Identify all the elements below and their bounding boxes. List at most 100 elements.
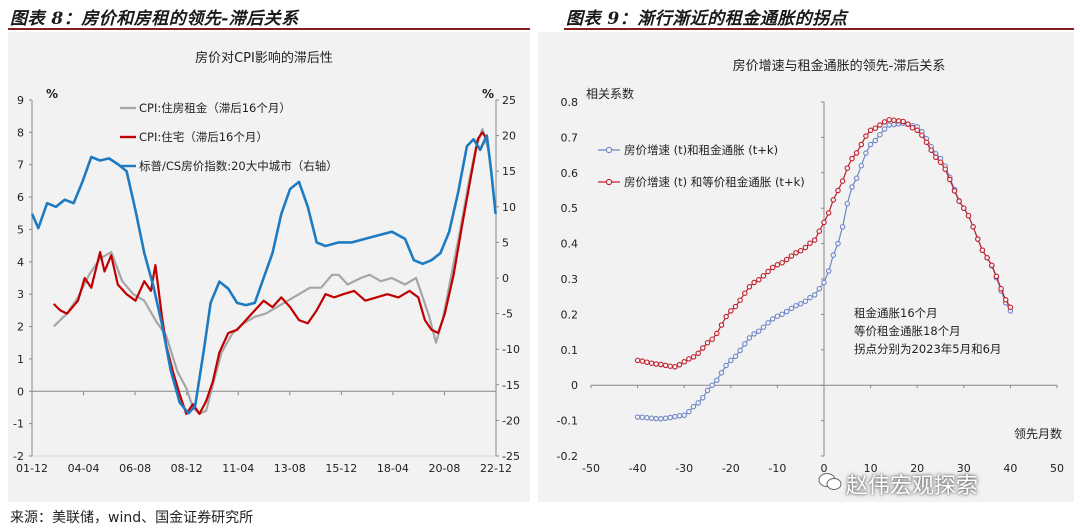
series-2-point bbox=[788, 253, 795, 259]
series-2-point bbox=[923, 139, 930, 146]
x-tick-label: 20-08 bbox=[428, 462, 460, 475]
series-2-point bbox=[751, 279, 757, 286]
series-2-point bbox=[970, 224, 976, 230]
annotation-line-2: 等价租金通胀18个月 bbox=[854, 324, 961, 338]
x-tick-label: -20 bbox=[722, 462, 740, 475]
series-2-point bbox=[825, 210, 832, 216]
x-tick-label: 0 bbox=[821, 462, 828, 475]
series-2-point bbox=[989, 262, 995, 269]
legend-label-2: 房价增速 (t) 和等价租金通胀 (t+k) bbox=[624, 175, 805, 189]
series-2-point bbox=[718, 322, 725, 328]
watermark-text: 赵伟宏观探索 bbox=[846, 474, 979, 499]
series-1-point bbox=[695, 400, 701, 406]
series-2-point bbox=[639, 358, 646, 364]
series-1-point bbox=[793, 302, 799, 309]
series-2-point bbox=[900, 118, 906, 125]
series-1-point bbox=[891, 121, 897, 128]
x-tick-label: 13-08 bbox=[274, 462, 306, 475]
x-axis-label: 领先月数 bbox=[1014, 426, 1062, 441]
series-2-point bbox=[951, 188, 958, 194]
source-note: 来源：美联储，wind、国金证券研究所 bbox=[10, 510, 254, 526]
series-2-point bbox=[662, 362, 669, 369]
series-1-point bbox=[653, 415, 659, 422]
x-tick-label: 04-04 bbox=[68, 462, 100, 475]
series-2-point bbox=[765, 268, 771, 275]
x-tick-label: 06-08 bbox=[119, 462, 151, 475]
series-2-point bbox=[881, 119, 888, 125]
left-tick-label: 8 bbox=[17, 126, 24, 139]
series-2-point bbox=[937, 159, 944, 165]
x-tick-label: 01-12 bbox=[16, 462, 48, 475]
right-tick-label: 5 bbox=[502, 236, 509, 249]
series-2-point bbox=[844, 165, 851, 171]
series-1-point bbox=[644, 414, 650, 421]
series-2-point bbox=[914, 127, 920, 134]
series-2-point bbox=[793, 250, 799, 256]
series-2-point bbox=[634, 357, 641, 364]
y-tick-label: 0.6 bbox=[561, 167, 579, 180]
x-tick-label: -50 bbox=[582, 462, 600, 475]
series-1-point bbox=[774, 313, 781, 319]
chart-title: 房价对CPI影响的滞后性 bbox=[195, 50, 333, 66]
series-1-point bbox=[858, 162, 865, 169]
wechat-icon bbox=[818, 473, 842, 490]
left-tick-label: 1 bbox=[17, 353, 24, 366]
series-1-point bbox=[676, 413, 683, 419]
legend-label-1: CPI:住房租金（滞后16个月） bbox=[139, 101, 291, 115]
annotation-line-3: 拐点分别为2023年5月和6月 bbox=[854, 342, 1001, 356]
series-1-point bbox=[779, 311, 785, 318]
right-tick-label: 20 bbox=[502, 130, 516, 143]
series-2-point bbox=[1002, 297, 1009, 303]
series-1-point bbox=[746, 335, 753, 341]
series-1-point bbox=[728, 357, 734, 364]
series-line-2 bbox=[52, 131, 488, 415]
series-1-point bbox=[872, 137, 879, 144]
right-tick-label: -10 bbox=[502, 343, 520, 356]
series-2-point bbox=[975, 236, 981, 242]
series-2-point bbox=[695, 350, 701, 357]
series-1-point bbox=[830, 252, 837, 258]
series-2-point bbox=[653, 361, 659, 367]
series-2-point bbox=[783, 256, 790, 263]
y-tick-label: 0.1 bbox=[561, 344, 579, 357]
x-tick-label: 18-04 bbox=[377, 462, 409, 475]
series-1-point bbox=[714, 377, 720, 383]
y-tick-label: 0.8 bbox=[561, 96, 579, 109]
x-tick-label: -10 bbox=[768, 462, 786, 475]
series-1-point bbox=[807, 294, 813, 301]
series-2-point bbox=[797, 247, 804, 254]
left-tick-label: 0 bbox=[17, 385, 24, 398]
x-tick-label: 11-04 bbox=[222, 462, 254, 475]
legend-label-2: CPI:住宅（滞后16个月） bbox=[139, 130, 268, 144]
series-2-point bbox=[779, 259, 785, 266]
series-2-point bbox=[891, 117, 897, 123]
series-1-point bbox=[662, 415, 669, 422]
right-tick-label: 10 bbox=[502, 201, 516, 214]
series-2-point bbox=[737, 297, 743, 303]
series-1-point bbox=[672, 413, 678, 420]
series-1-point bbox=[634, 414, 641, 420]
series-1-point bbox=[849, 184, 855, 190]
x-tick-label: 15-12 bbox=[325, 462, 357, 475]
series-2-point bbox=[839, 178, 846, 184]
left-tick-label: 6 bbox=[17, 191, 24, 204]
left-tick-label: 2 bbox=[17, 321, 24, 334]
y-tick-label: 0.5 bbox=[561, 202, 579, 215]
series-2-point bbox=[942, 166, 948, 172]
series-1-point bbox=[756, 328, 762, 334]
series-2-point bbox=[984, 255, 990, 261]
series-2-point bbox=[905, 121, 911, 127]
series-2-point bbox=[681, 359, 687, 365]
series-1-point bbox=[797, 301, 804, 307]
series-2-point bbox=[956, 198, 962, 204]
right-axis-unit: % bbox=[482, 87, 494, 101]
legend-marker-1 bbox=[605, 146, 613, 154]
right-tick-label: 0 bbox=[502, 272, 509, 285]
x-tick-label: 22-12 bbox=[480, 462, 512, 475]
y-tick-label: 0.4 bbox=[561, 238, 579, 251]
x-tick-label: 50 bbox=[1050, 462, 1064, 475]
series-2-point bbox=[756, 277, 762, 283]
series-2-point bbox=[700, 345, 706, 351]
series-2-point bbox=[853, 150, 860, 156]
right-tick-label: -5 bbox=[502, 308, 513, 321]
